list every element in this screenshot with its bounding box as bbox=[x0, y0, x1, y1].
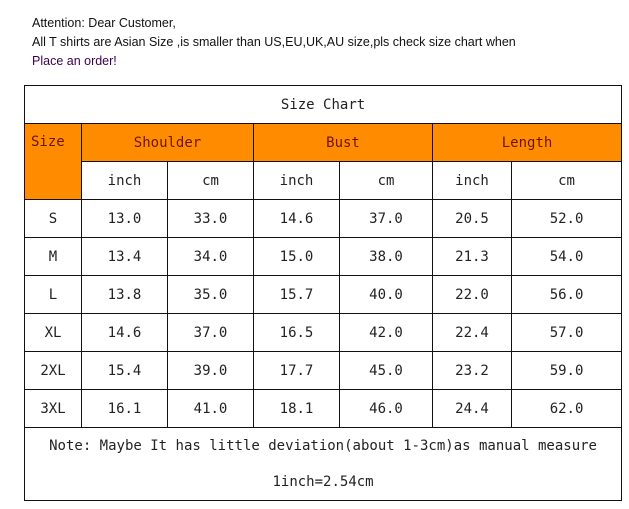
size-chart-table: Size Chart Size Shoulder Bust Length inc… bbox=[23, 85, 623, 501]
unit-header-cell: inch bbox=[81, 161, 168, 200]
notice: Attention: Dear Customer, All T shirts a… bbox=[32, 14, 516, 71]
size-label-cell: S bbox=[24, 199, 82, 238]
unit-header-cell: cm bbox=[510, 161, 623, 200]
table-row: XL 14.6 37.0 16.5 42.0 22.4 57.0 bbox=[24, 313, 623, 352]
size-label-cell: XL bbox=[24, 313, 82, 352]
unit-header-cell: cm bbox=[339, 161, 433, 200]
measurement-cell: 37.0 bbox=[339, 199, 433, 238]
measurement-cell: 57.0 bbox=[510, 313, 623, 352]
measurement-cell: 22.4 bbox=[432, 313, 512, 352]
measurement-cell: 35.0 bbox=[167, 275, 254, 314]
title-row: Size Chart bbox=[23, 85, 623, 124]
note-cell: Note: Maybe It has little deviation(abou… bbox=[23, 427, 623, 501]
measurement-cell: 52.0 bbox=[510, 199, 623, 238]
measurement-cell: 62.0 bbox=[510, 389, 623, 428]
measurement-cell: 18.1 bbox=[253, 389, 340, 428]
measurement-cell: 16.1 bbox=[81, 389, 168, 428]
measurement-cell: 13.8 bbox=[81, 275, 168, 314]
unit-header-cell: inch bbox=[432, 161, 512, 200]
measurement-cell: 15.7 bbox=[253, 275, 340, 314]
note-text: Note: Maybe It has little deviation(abou… bbox=[49, 438, 597, 454]
measurement-cell: 16.5 bbox=[253, 313, 340, 352]
measurement-cell: 13.4 bbox=[81, 237, 168, 276]
measurement-cell: 23.2 bbox=[432, 351, 512, 390]
size-label-cell: M bbox=[24, 237, 82, 276]
shoulder-header: Shoulder bbox=[81, 123, 254, 162]
table-row: 2XL 15.4 39.0 17.7 45.0 23.2 59.0 bbox=[24, 351, 623, 390]
measurement-cell: 56.0 bbox=[510, 275, 623, 314]
measurement-cell: 22.0 bbox=[432, 275, 512, 314]
measurement-cell: 37.0 bbox=[167, 313, 254, 352]
measurement-cell: 40.0 bbox=[339, 275, 433, 314]
measurement-cell: 17.7 bbox=[253, 351, 340, 390]
measurement-cell: 21.3 bbox=[432, 237, 512, 276]
measurement-cell: 34.0 bbox=[167, 237, 254, 276]
measurement-cell: 39.0 bbox=[167, 351, 254, 390]
measurement-cell: 15.0 bbox=[253, 237, 340, 276]
bust-header: Bust bbox=[253, 123, 433, 162]
conversion-text: 1inch=2.54cm bbox=[272, 474, 374, 490]
notice-line-1: Attention: Dear Customer, bbox=[32, 16, 176, 30]
measurement-cell: 46.0 bbox=[339, 389, 433, 428]
size-label-cell: 3XL bbox=[24, 389, 82, 428]
notice-line-3: Place an order! bbox=[32, 54, 117, 68]
measurement-cell: 20.5 bbox=[432, 199, 512, 238]
measurement-cell: 15.4 bbox=[81, 351, 168, 390]
table-row: 3XL 16.1 41.0 18.1 46.0 24.4 62.0 bbox=[24, 389, 623, 428]
notice-line-2: All T shirts are Asian Size ,is smaller … bbox=[32, 35, 516, 49]
table-title: Size Chart bbox=[23, 85, 623, 124]
table-row: S 13.0 33.0 14.6 37.0 20.5 52.0 bbox=[24, 199, 623, 238]
measurement-cell: 24.4 bbox=[432, 389, 512, 428]
unit-header-cell: cm bbox=[167, 161, 254, 200]
note-row: Note: Maybe It has little deviation(abou… bbox=[23, 427, 623, 501]
measurement-cell: 41.0 bbox=[167, 389, 254, 428]
group-header-row: Size Shoulder Bust Length bbox=[24, 123, 623, 200]
table-row: L 13.8 35.0 15.7 40.0 22.0 56.0 bbox=[24, 275, 623, 314]
size-label-cell: L bbox=[24, 275, 82, 314]
length-header: Length bbox=[431, 123, 623, 162]
measurement-cell: 33.0 bbox=[167, 199, 254, 238]
measurement-cell: 42.0 bbox=[339, 313, 433, 352]
size-label-cell: 2XL bbox=[24, 351, 82, 390]
measurement-cell: 59.0 bbox=[510, 351, 623, 390]
measurement-cell: 13.0 bbox=[81, 199, 168, 238]
table-row: M 13.4 34.0 15.0 38.0 21.3 54.0 bbox=[24, 237, 623, 276]
measurement-cell: 54.0 bbox=[510, 237, 623, 276]
measurement-cell: 38.0 bbox=[339, 237, 433, 276]
measurement-cell: 14.6 bbox=[253, 199, 340, 238]
unit-header-cell: inch bbox=[253, 161, 340, 200]
measurement-cell: 14.6 bbox=[81, 313, 168, 352]
size-header: Size bbox=[24, 123, 82, 200]
measurement-cell: 45.0 bbox=[339, 351, 433, 390]
unit-header-row: inch cm inch cm inch cm bbox=[25, 161, 623, 200]
